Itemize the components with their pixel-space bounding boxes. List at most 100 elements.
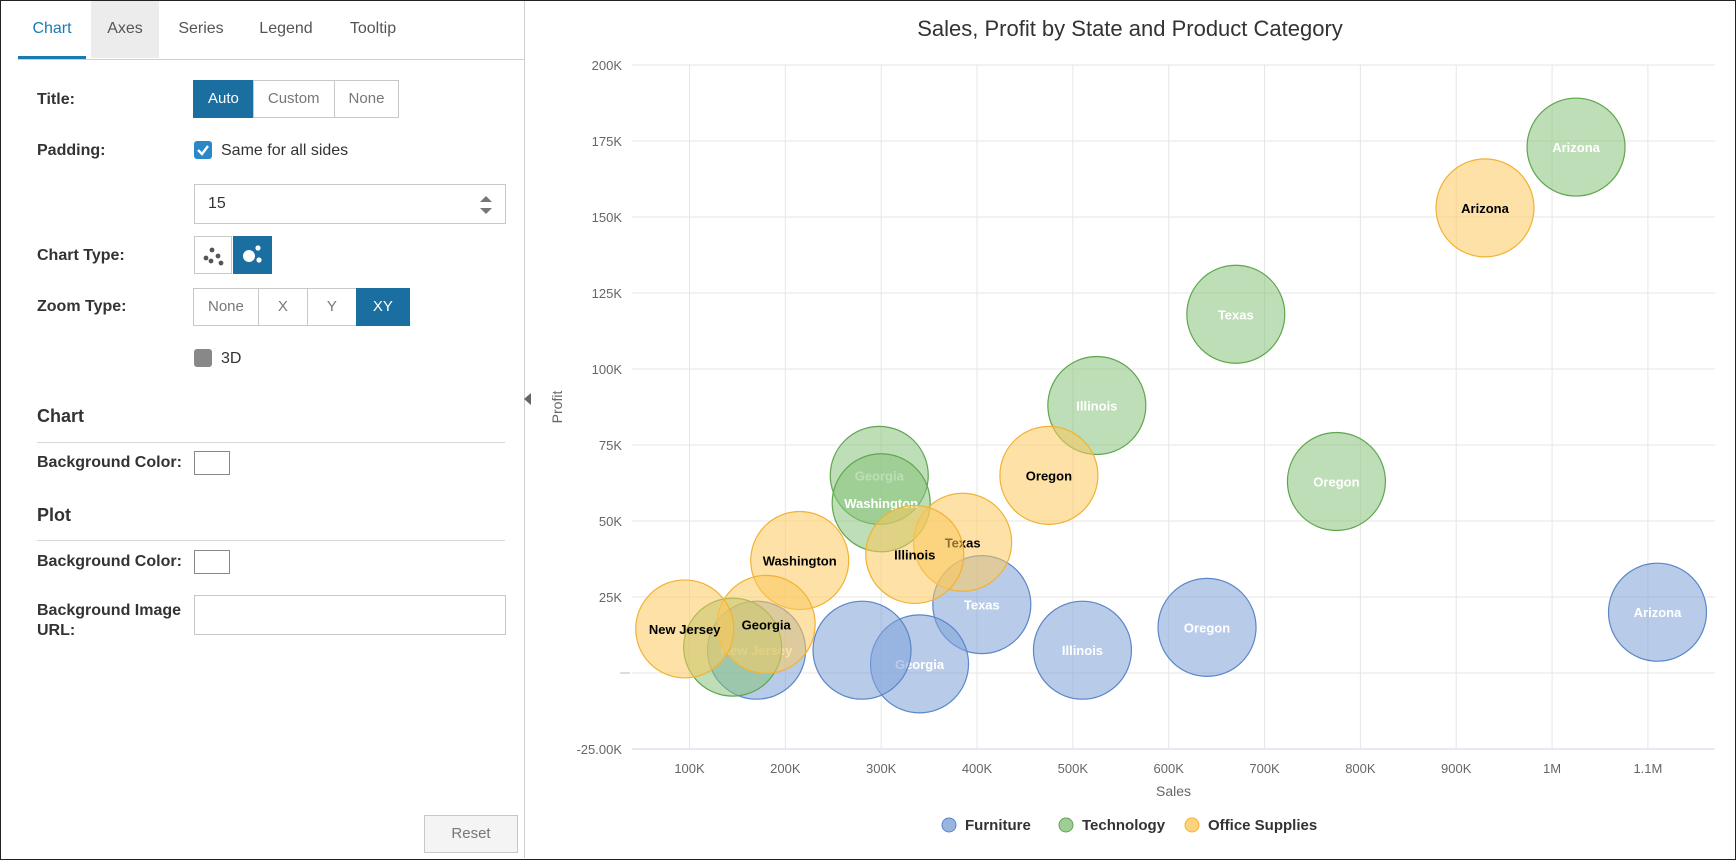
bubble-label: Oregon [1313, 474, 1359, 489]
bubble-technology [1047, 355, 1147, 456]
title-mode-group: Auto Custom None [193, 80, 400, 118]
plot-section-heading: Plot [37, 505, 71, 525]
x-tick-label: 400K [962, 761, 993, 776]
x-tick-label: 100K [674, 761, 705, 776]
y-tick-label: 125K [592, 286, 623, 301]
y-tick-label: 150K [592, 210, 623, 225]
y-tick-label: 100K [592, 362, 623, 377]
settings-panel: Chart Axes Series Legend Tooltip Title: … [1, 1, 525, 858]
bubble-technology [1526, 97, 1626, 197]
legend-item: Technology [1082, 817, 1166, 834]
x-tick-label: 500K [1058, 761, 1089, 776]
x-tick-label: 200K [770, 761, 801, 776]
x-tick-label: 1.1M [1633, 761, 1662, 776]
chart-area: Sales, Profit by State and Product Categ… [525, 1, 1735, 858]
scatter-icon [203, 247, 224, 266]
bubble-label: Texas [964, 598, 1000, 613]
bubble-label: Washington [844, 496, 918, 511]
bubble-label: Texas [1218, 307, 1254, 322]
x-tick-label: 900K [1441, 761, 1472, 776]
bubble-label: Arizona [1634, 605, 1682, 620]
tab-bar: Chart Axes Series Legend Tooltip [18, 1, 524, 60]
bubble-office-supplies [865, 504, 965, 605]
padding-value: 15 [208, 195, 226, 212]
legend-marker [941, 817, 957, 833]
x-tick-label: 600K [1154, 761, 1185, 776]
y-tick-label: 50K [599, 514, 622, 529]
x-axis-title: Sales [1156, 783, 1191, 799]
zoom-xy-button[interactable]: XY [355, 288, 410, 326]
bubble-label: Arizona [1461, 201, 1509, 216]
tab-axes[interactable]: Axes [91, 1, 159, 58]
bubble-label: Illinois [1062, 643, 1103, 658]
reset-button[interactable]: Reset [424, 815, 518, 853]
chart-bg-color-swatch[interactable] [194, 451, 230, 475]
y-tick-label: 175K [592, 134, 623, 149]
bubble-label: Arizona [1552, 140, 1600, 155]
bubble-chart: Sales, Profit by State and Product Categ… [549, 16, 1715, 834]
divider [37, 442, 505, 443]
bubble-furniture [812, 600, 912, 700]
chart-type-label: Chart Type: [37, 247, 125, 264]
bubble-icon [243, 245, 262, 263]
spinner-icon[interactable] [479, 193, 493, 217]
legend-marker [1184, 817, 1200, 833]
legend-item: Office Supplies [1208, 817, 1317, 834]
bubble-label: New Jersey [649, 622, 721, 637]
y-axis-title: Profit [549, 391, 565, 424]
x-tick-label: 800K [1345, 761, 1376, 776]
bubble-label: Washington [763, 554, 837, 569]
bubble-office-supplies [1435, 158, 1535, 258]
zoom-type-group: None X Y XY [193, 288, 410, 326]
bubble-furniture [1607, 562, 1708, 662]
y-tick-label: 200K [592, 58, 623, 73]
title-auto-button[interactable]: Auto [193, 80, 254, 118]
bubble-type-button[interactable] [233, 236, 272, 274]
threed-label: 3D [221, 350, 242, 367]
x-tick-label: 1M [1543, 761, 1561, 776]
same-sides-checkbox[interactable] [194, 141, 212, 159]
x-tick-label: 700K [1249, 761, 1280, 776]
tab-legend[interactable]: Legend [259, 20, 313, 37]
tab-series[interactable]: Series [178, 20, 224, 37]
bubble-label: Illinois [894, 547, 935, 562]
bubble-furniture [1157, 577, 1257, 678]
padding-input[interactable]: 15 [194, 184, 506, 224]
title-custom-button[interactable]: Custom [252, 80, 335, 118]
legend-marker [1058, 817, 1074, 833]
title-none-button[interactable]: None [333, 80, 400, 118]
legend-item: Furniture [965, 817, 1031, 834]
zoom-type-label: Zoom Type: [37, 298, 127, 315]
title-label: Title: [37, 91, 75, 108]
collapse-panel-icon[interactable] [524, 393, 531, 405]
zoom-y-button[interactable]: Y [306, 288, 357, 326]
bubble-label: Illinois [1076, 398, 1117, 413]
zoom-none-button[interactable]: None [193, 288, 259, 326]
zoom-x-button[interactable]: X [257, 288, 308, 326]
divider [37, 540, 505, 541]
bubble-technology [1186, 264, 1286, 364]
plot-bg-label: Background Color: [37, 553, 182, 570]
bg-image-label: Background Image [37, 602, 182, 619]
threed-checkbox[interactable] [194, 349, 212, 367]
y-tick-label: -25.00K [576, 742, 622, 757]
bubble-office-supplies [635, 579, 735, 679]
scatter-type-button[interactable] [194, 236, 232, 274]
bubble-label: Georgia [742, 617, 792, 632]
bubble-technology [1286, 431, 1387, 532]
bg-image-url-input[interactable] [194, 595, 506, 635]
bubble-furniture [1032, 600, 1133, 700]
chart-bg-label: Background Color: [37, 454, 182, 471]
plot-bg-color-swatch[interactable] [194, 550, 230, 574]
tab-tooltip[interactable]: Tooltip [349, 20, 397, 37]
y-tick-label: 75K [599, 438, 622, 453]
same-sides-label: Same for all sides [221, 142, 349, 159]
tab-chart[interactable]: Chart [18, 1, 86, 59]
padding-label: Padding: [37, 142, 106, 159]
chart-section-heading: Chart [37, 406, 85, 426]
bg-image-label-2: URL: [37, 622, 76, 639]
x-tick-label: 300K [866, 761, 897, 776]
y-tick-label: 25K [599, 590, 622, 605]
bubble-office-supplies [999, 425, 1099, 525]
checkmark-icon [197, 145, 209, 156]
